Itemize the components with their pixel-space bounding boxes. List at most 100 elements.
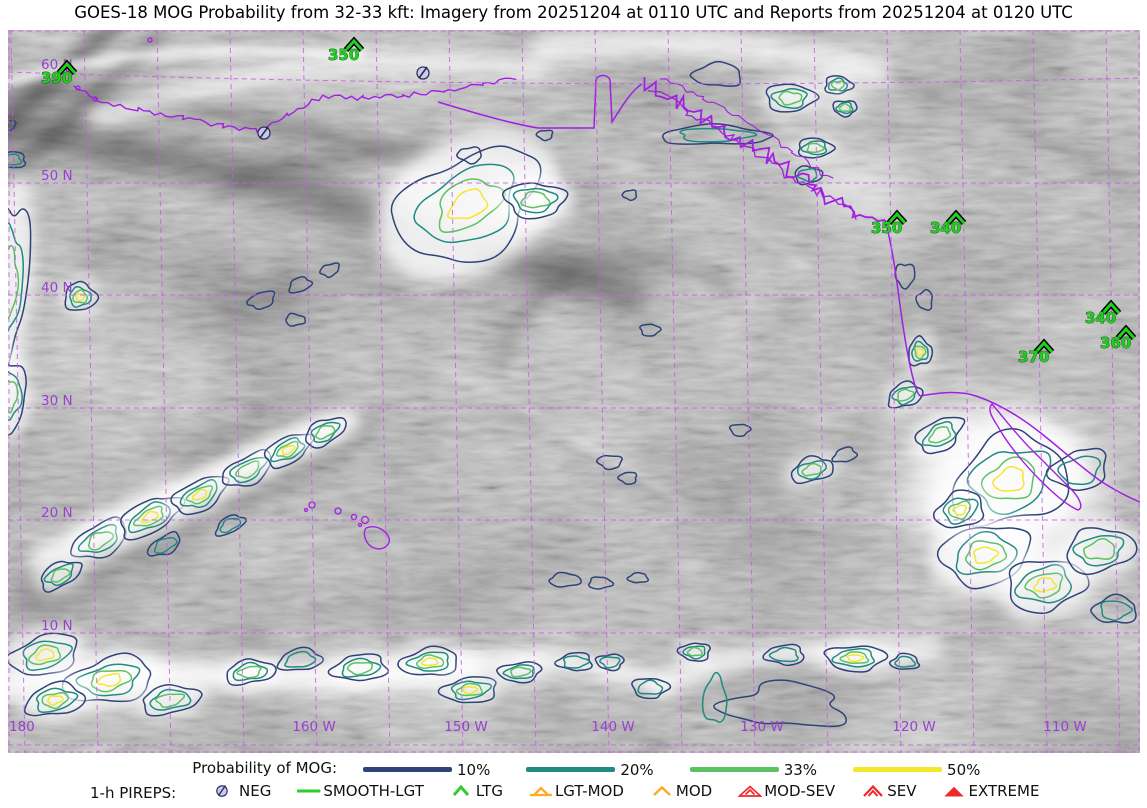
probability-contour: [1066, 527, 1138, 576]
dark-cloud-band: [493, 252, 737, 367]
probability-line-swatch: [526, 767, 616, 772]
graticule-line: [959, 30, 975, 753]
probability-contour: [319, 262, 340, 279]
pirep-marker-ltg: 360: [1100, 324, 1137, 352]
bright-cloud-mass: [299, 412, 351, 452]
coastline: [643, 77, 886, 223]
probability-contour: [305, 416, 347, 449]
probability-contour: [888, 652, 921, 670]
probability-contour: [416, 654, 445, 669]
probability-contour: [235, 460, 260, 479]
probability-contour: [980, 456, 1036, 500]
probability-contour: [510, 666, 532, 678]
probability-contour: [887, 380, 924, 409]
probability-contour: [285, 312, 307, 327]
bright-cloud-mass: [1056, 519, 1140, 581]
probability-contour: [132, 505, 164, 527]
probability-contour: [800, 140, 828, 156]
probability-contour: [327, 653, 390, 682]
probability-contour: [587, 576, 615, 590]
longitude-label: 110 W: [1043, 719, 1086, 735]
probability-contour: [806, 142, 825, 154]
probability-contour: [397, 645, 457, 676]
pirep-marker-ltg: 390: [41, 59, 78, 87]
probability-contour: [973, 546, 1000, 564]
probability-contour: [928, 426, 952, 444]
probability-contour: [420, 657, 439, 667]
probability-contour: [915, 288, 934, 311]
probability-contour: [916, 347, 925, 357]
graticule-line: [83, 30, 99, 753]
tri-caret-red-icon: [738, 783, 763, 799]
probability-line-swatch: [363, 767, 452, 772]
neg-icon: [213, 783, 237, 799]
probability-contour: [908, 335, 934, 367]
probability-legend-item: 20%: [526, 761, 654, 779]
probability-contour: [599, 656, 621, 669]
bright-cloud-mass: [8, 170, 35, 400]
probability-contour: [154, 693, 186, 709]
pirep-legend-item: EXTREME: [942, 782, 1039, 800]
probability-contour: [69, 286, 92, 308]
probability-contour: [281, 445, 296, 456]
probability-contour: [838, 103, 851, 112]
probability-contour: [8, 245, 20, 320]
pirep-item-label: NEG: [239, 782, 272, 800]
probability-contour: [1045, 447, 1107, 492]
probability-contour: [8, 207, 32, 369]
pirep-marker-ltg: 350: [328, 36, 365, 64]
probability-contour: [942, 497, 979, 525]
coastline: [75, 85, 81, 91]
pireps-legend-items: NEG SMOOTH-LGT LTG LGT-MOD MOD MOD-SEV SEV EXTR…: [213, 782, 1065, 803]
coastline: [303, 507, 309, 513]
probability-legend-items: 10% 20% 33% 50%: [363, 758, 1016, 779]
dark-cloud-band: [8, 83, 495, 187]
coastline: [659, 78, 834, 179]
bright-cloud-mass: [377, 128, 559, 282]
pirep-flight-level: 350: [871, 219, 902, 237]
probability-contour: [77, 523, 118, 554]
probability-contour: [28, 644, 62, 666]
probability-contour: [535, 129, 554, 142]
probability-contour: [191, 489, 208, 501]
graticule-line: [8, 71, 1140, 85]
probability-contour: [832, 100, 858, 118]
pirep-flight-level: 340: [1085, 309, 1116, 327]
probability-contour: [90, 669, 133, 693]
bright-cloud-mass: [392, 642, 468, 682]
probability-contour: [682, 645, 706, 660]
probability-contour: [554, 651, 593, 672]
probability-contour: [153, 537, 178, 554]
latitude-label: 10 N: [41, 618, 73, 634]
probability-contour: [170, 475, 230, 516]
probability-contour: [911, 340, 929, 362]
probability-contour: [450, 680, 492, 701]
probability-contour: [894, 655, 917, 668]
probability-contour: [562, 655, 591, 669]
probability-contour: [43, 563, 74, 587]
probability-line-swatch: [853, 767, 943, 772]
probability-contour: [214, 514, 248, 537]
probability-contour: [830, 80, 845, 91]
satellite-map: 60 N 50 N 40 N 30 N 20 N 10 N 180 160 W 150 W 140…: [8, 30, 1140, 753]
probability-contour: [284, 650, 317, 668]
bright-cloud-band: [8, 45, 366, 88]
graticule-line: [156, 30, 172, 753]
probability-legend-item: 10%: [363, 761, 490, 779]
probability-contour: [921, 421, 957, 448]
probability-contour: [952, 504, 968, 516]
pirep-flight-level: 350: [328, 46, 359, 64]
probability-contour: [1082, 538, 1116, 560]
graticule-line: [1105, 30, 1121, 753]
pirep-item-label: LGT-MOD: [554, 782, 624, 800]
probability-contour: [797, 167, 818, 183]
probability-contour: [947, 500, 972, 520]
probability-contour: [8, 153, 23, 166]
probability-contour: [502, 182, 569, 220]
probability-contour: [637, 679, 664, 695]
probability-contour: [229, 456, 269, 484]
pireps-legend-row: 1-h PIREPS: NEG SMOOTH-LGT LTG LGT-MOD MOD MO…: [0, 782, 1147, 803]
probability-contour: [778, 90, 803, 106]
probability-contour: [932, 489, 985, 529]
